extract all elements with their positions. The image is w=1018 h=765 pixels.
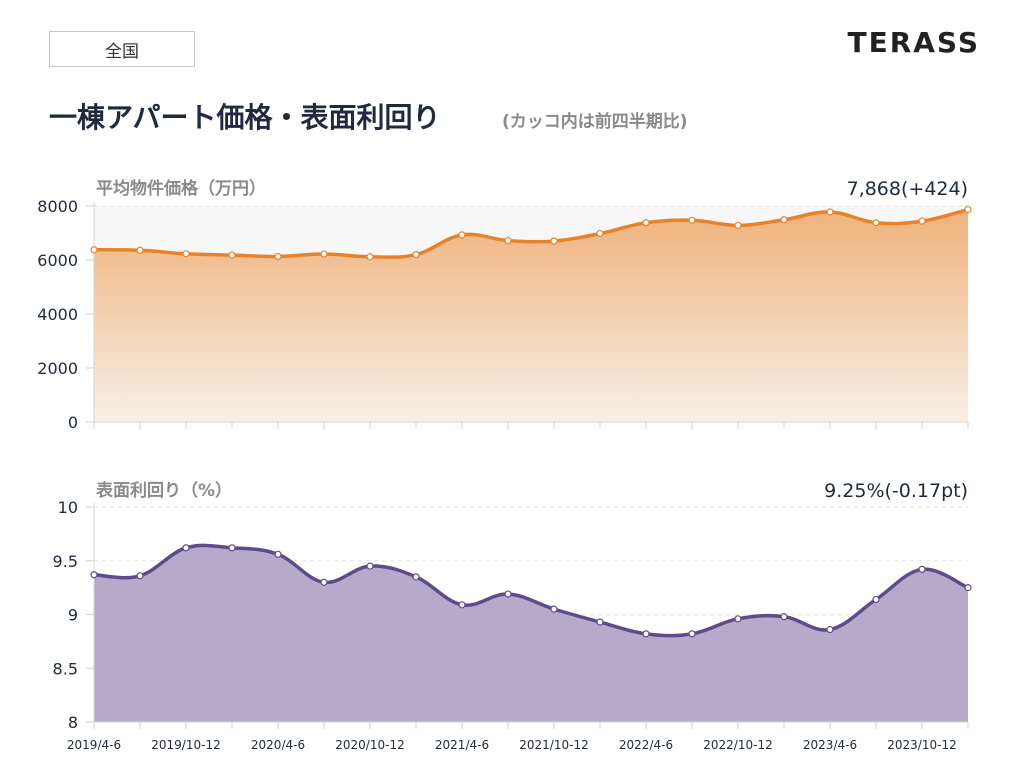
yield-data-point [366,562,374,570]
yield-series-line [93,543,969,638]
yield-data-point [688,630,696,638]
price-y-tick-label: 4000 [37,305,78,324]
yield-y-tick-label: 9 [68,606,78,625]
yield-y-tick-label: 8 [68,713,78,732]
price-data-point [458,231,466,239]
page-subtitle: (カッコ内は前四半期比) [502,112,688,132]
terass-logo: TERASS [847,26,980,59]
price-chart: 平均物件価格（万円） 7,868(+424) 0 2000 4000 6000 8000 [37,178,972,432]
price-data-point [596,229,604,238]
region-label: 全国 [105,41,139,62]
yield-summary-label: 9.25%(-0.17pt) [824,480,968,502]
yield-data-point [90,571,98,579]
price-chart-title: 平均物件価格（万円） [96,178,266,199]
price-data-point [826,208,834,216]
yield-data-point [734,615,742,623]
price-data-point [550,237,558,245]
yield-x-tick-label: 2019/4-6 [67,738,121,752]
price-data-point [872,219,880,227]
yield-x-tick-label: 2022/4-6 [619,738,673,752]
yield-x-tick-label: 2020/4-6 [251,738,305,752]
yield-x-tick-label: 2019/10-12 [151,738,220,752]
yield-data-point [228,544,236,552]
yield-data-point [550,605,558,613]
price-data-point [274,252,282,261]
price-summary-label: 7,868(+424) [847,178,968,200]
price-y-tick-label: 0 [68,413,78,432]
yield-chart-title: 表面利回り（%） [96,480,232,501]
price-data-point [504,236,512,245]
yield-data-point [826,625,834,634]
price-data-point [412,251,420,259]
yield-x-tick-label: 2020/10-12 [335,738,404,752]
yield-y-tick-label: 10 [58,498,78,517]
yield-x-tick-label: 2021/4-6 [435,738,489,752]
price-series-line [93,207,969,259]
price-y-tick-label: 2000 [37,359,78,378]
price-data-point [136,246,144,254]
price-data-point [642,219,650,227]
price-data-point [688,216,696,224]
page-title: 一棟アパート価格・表面利回り [49,101,441,134]
yield-data-point [780,613,788,621]
yield-x-tick-label: 2022/10-12 [703,738,772,752]
yield-x-tick-label: 2023/4-6 [803,738,857,752]
yield-data-point [964,584,972,592]
yield-data-point [274,550,282,558]
yield-data-point [596,618,604,626]
yield-data-point [320,578,328,586]
price-data-point [228,251,236,259]
yield-y-tick-label: 9.5 [53,552,78,571]
yield-data-point [872,595,880,604]
yield-chart: 表面利回り（%） 9.25%(-0.17pt) 8 8.5 9 9.5 10 2019/4-6… [53,480,972,752]
price-data-point [320,250,328,258]
yield-data-point [918,565,926,573]
price-data-point [366,253,374,261]
price-data-point [918,217,926,225]
region-selector[interactable]: 全国 [49,31,195,67]
price-data-point [780,216,788,224]
yield-x-tick-label: 2021/10-12 [519,738,588,752]
price-data-point [90,246,98,254]
yield-area [94,545,968,722]
yield-x-tick-label: 2023/10-12 [887,738,956,752]
price-y-tick-label: 6000 [37,251,78,270]
price-y-tick-label: 8000 [37,197,78,216]
yield-y-tick-label: 8.5 [53,659,78,678]
yield-data-point [504,590,512,598]
yield-data-point [642,630,650,638]
price-data-point [734,221,742,230]
yield-data-point [136,572,144,580]
price-area [94,209,968,422]
yield-data-point [412,573,420,581]
yield-data-point [458,601,466,609]
price-data-point [964,205,972,214]
yield-data-point [182,544,190,552]
price-data-point [182,250,190,258]
